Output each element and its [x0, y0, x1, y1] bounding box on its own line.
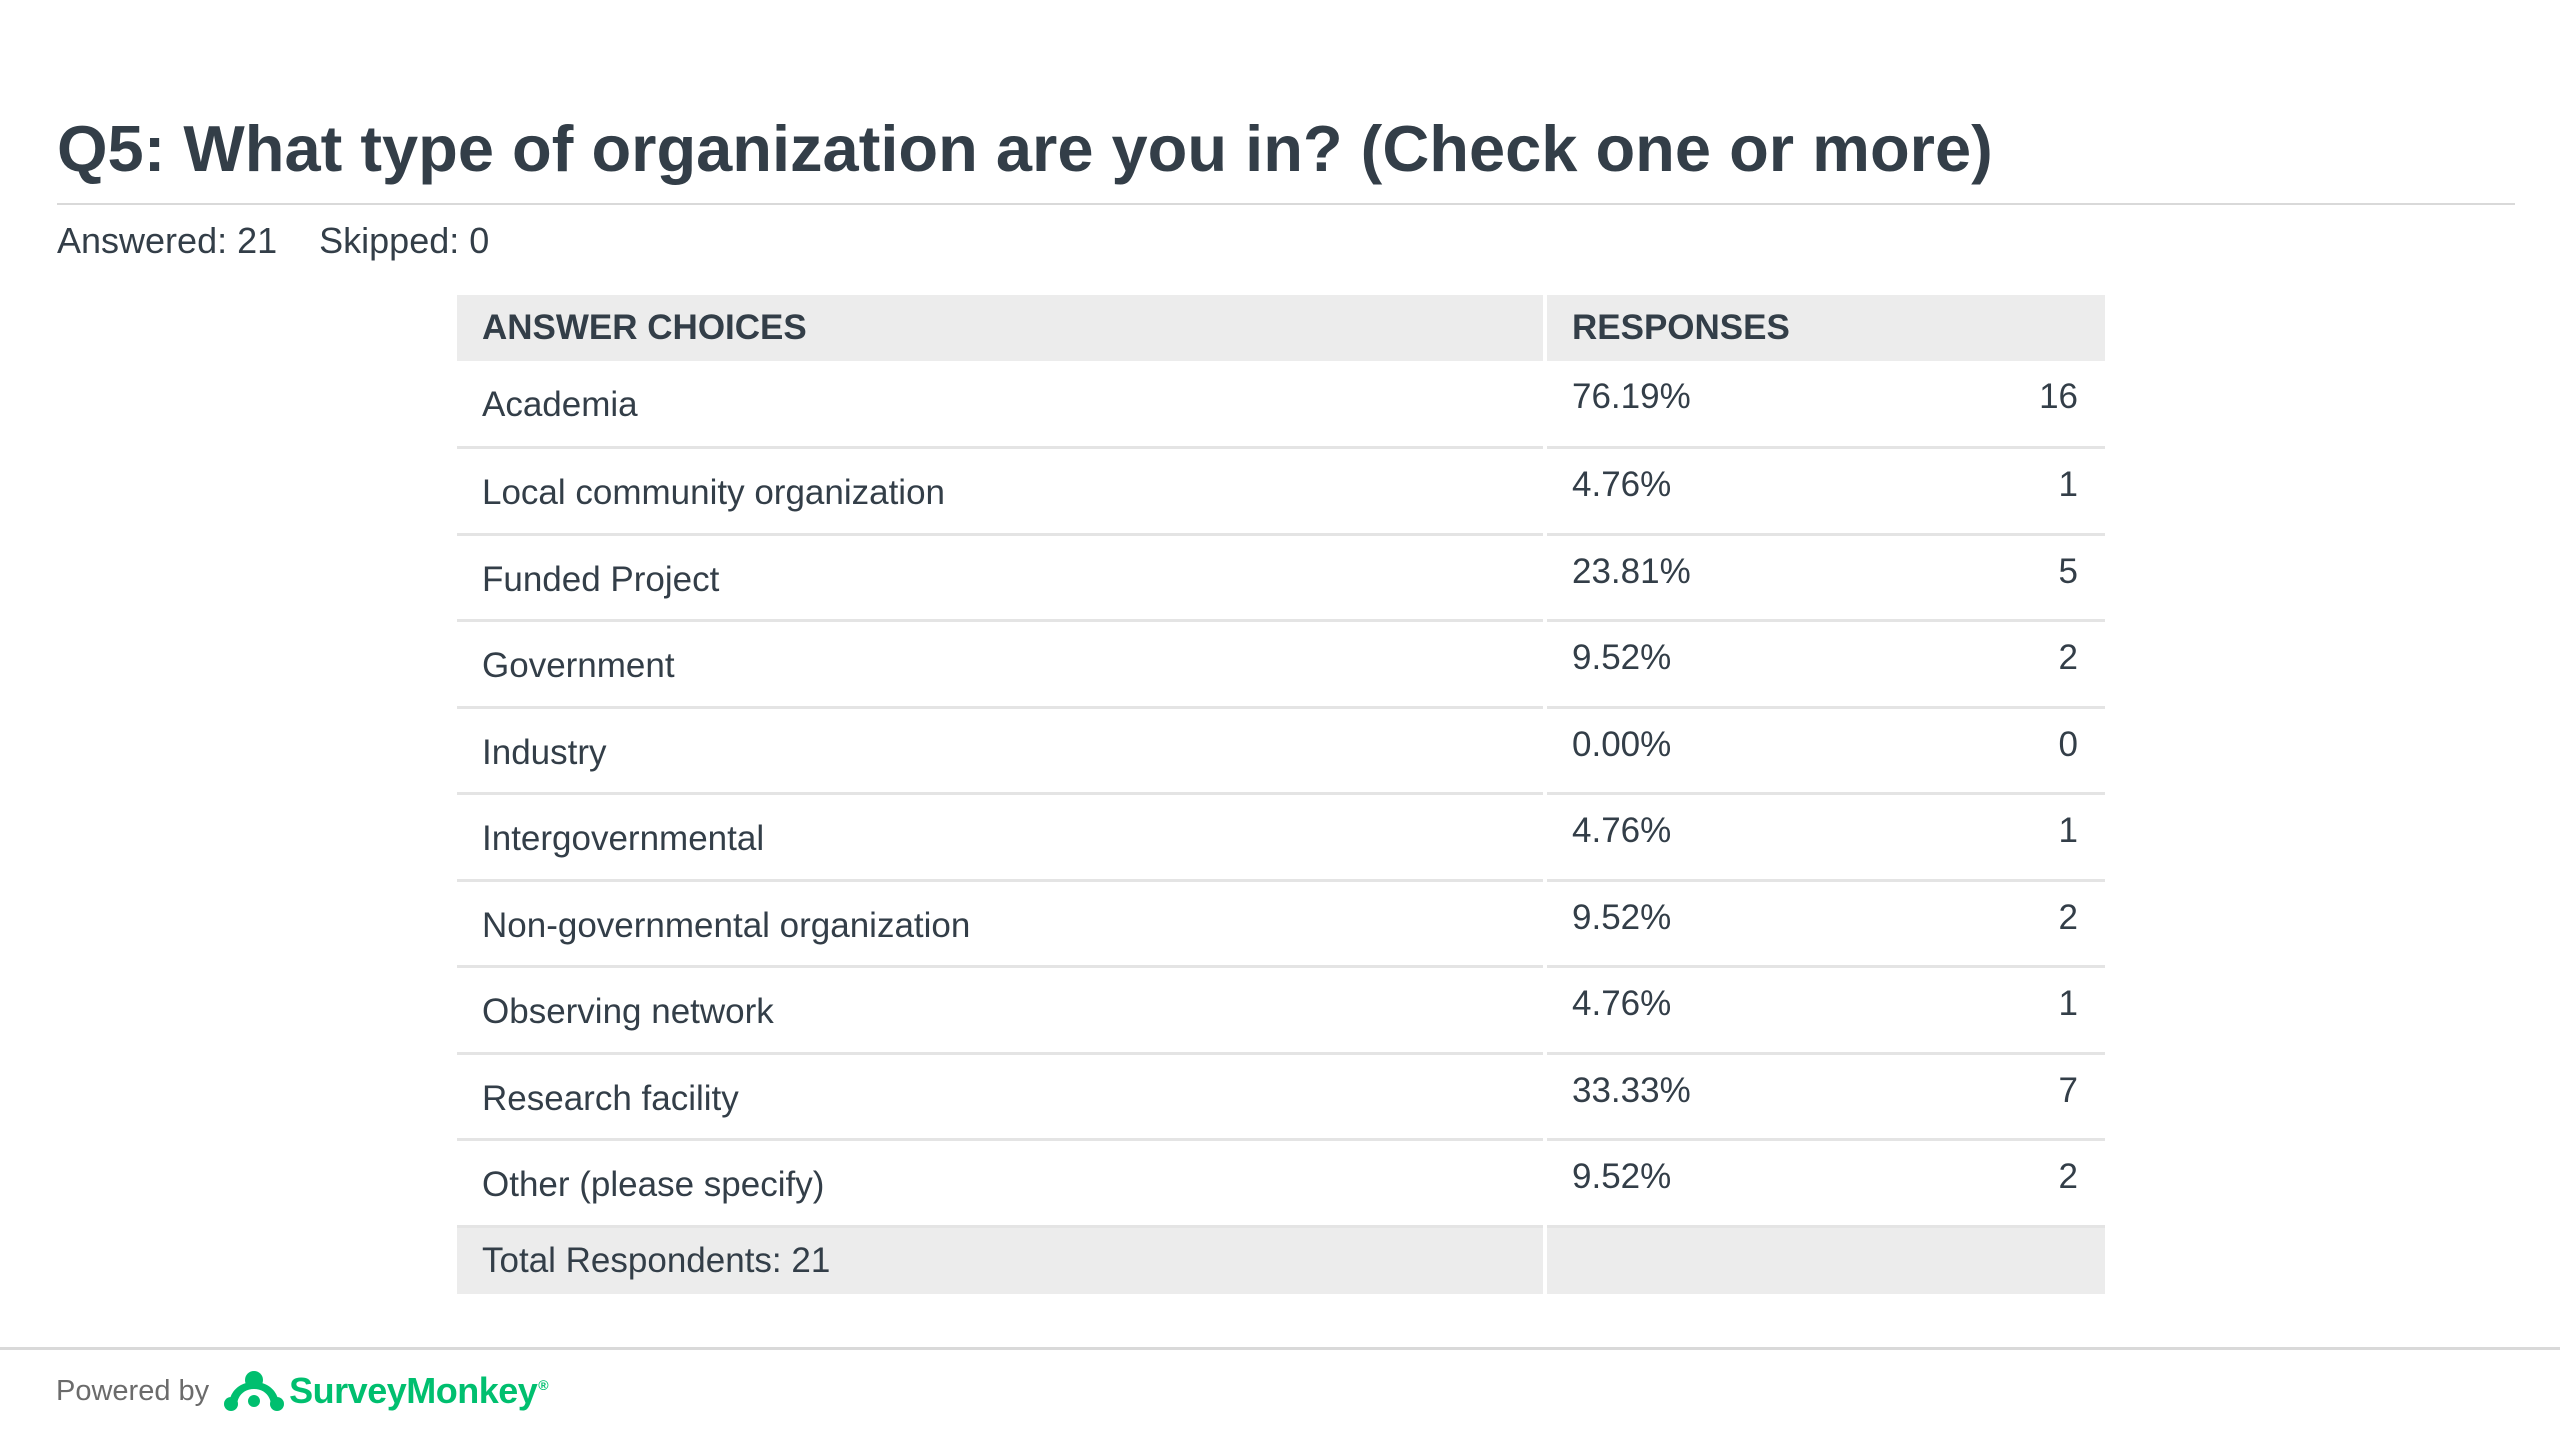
table-row: Intergovernmental 4.76% 1 — [457, 793, 2106, 882]
table-header-row: ANSWER CHOICES RESPONSES — [457, 295, 2106, 361]
response-count-cell: 0 — [1825, 707, 2106, 795]
answer-choice-cell: Industry — [457, 707, 1547, 795]
table-row: Academia 76.19% 16 — [457, 361, 2106, 449]
response-percent-cell: 4.76% — [1545, 447, 1825, 536]
response-percent-cell: 76.19% — [1545, 361, 1825, 449]
results-body: Academia 76.19% 16 Local community organiza… — [457, 361, 2106, 1228]
response-count-cell: 7 — [1825, 1053, 2106, 1141]
total-row: Total Respondents: 21 — [457, 1226, 2106, 1294]
response-count-cell: 2 — [1825, 1139, 2106, 1228]
answer-choices-header: ANSWER CHOICES — [457, 295, 1547, 361]
title-divider — [57, 203, 2515, 205]
answer-choice-cell: Government — [457, 620, 1547, 709]
surveymonkey-logo-icon — [224, 1371, 285, 1411]
footer-divider — [0, 1347, 2560, 1350]
response-percent-cell: 9.52% — [1545, 880, 1825, 968]
total-empty-cell — [1545, 1226, 2106, 1294]
response-percent-cell: 0.00% — [1545, 707, 1825, 795]
response-percent-cell: 33.33% — [1545, 1053, 1825, 1141]
table-row: Government 9.52% 2 — [457, 620, 2106, 709]
response-percent-cell: 9.52% — [1545, 1139, 1825, 1228]
response-count-cell: 2 — [1825, 880, 2106, 968]
footer: Powered by SurveyMonkey® — [56, 1368, 549, 1414]
skipped-count: Skipped: 0 — [319, 220, 490, 261]
response-count-cell: 16 — [1825, 361, 2106, 449]
total-respondents: Total Respondents: 21 — [457, 1226, 1547, 1294]
answer-choice-cell: Academia — [457, 361, 1547, 449]
answer-choice-cell: Research facility — [457, 1053, 1547, 1141]
table-row: Non-governmental organization 9.52% 2 — [457, 880, 2106, 968]
table-row: Local community organization 4.76% 1 — [457, 447, 2106, 536]
answer-choice-cell: Observing network — [457, 966, 1547, 1055]
answer-choice-cell: Funded Project — [457, 534, 1547, 622]
response-percent-cell: 4.76% — [1545, 793, 1825, 882]
answer-choice-cell: Other (please specify) — [457, 1139, 1547, 1228]
answer-choice-cell: Local community organization — [457, 447, 1547, 536]
answered-count: Answered: 21 — [57, 220, 278, 261]
surveymonkey-brand: SurveyMonkey® — [289, 1370, 549, 1411]
response-count-cell: 1 — [1825, 447, 2106, 536]
table-row: Research facility 33.33% 7 — [457, 1053, 2106, 1141]
response-percent-cell: 4.76% — [1545, 966, 1825, 1055]
response-count-cell: 1 — [1825, 966, 2106, 1055]
table-row: Funded Project 23.81% 5 — [457, 534, 2106, 622]
powered-by-label: Powered by — [56, 1374, 210, 1407]
question-title: Q5: What type of organization are you in… — [57, 112, 1993, 185]
responses-header: RESPONSES — [1545, 295, 2106, 361]
answer-choice-cell: Non-governmental organization — [457, 880, 1547, 968]
response-stats: Answered: 21 Skipped: 0 — [57, 220, 489, 262]
response-percent-cell: 9.52% — [1545, 620, 1825, 709]
table-row: Observing network 4.76% 1 — [457, 966, 2106, 1055]
table-row: Other (please specify) 9.52% 2 — [457, 1139, 2106, 1228]
response-count-cell: 1 — [1825, 793, 2106, 882]
answer-choice-cell: Intergovernmental — [457, 793, 1547, 882]
table-row: Industry 0.00% 0 — [457, 707, 2106, 795]
results-table: ANSWER CHOICES RESPONSES Academia 76.19% 1… — [457, 295, 2106, 1294]
response-count-cell: 5 — [1825, 534, 2106, 622]
response-percent-cell: 23.81% — [1545, 534, 1825, 622]
response-count-cell: 2 — [1825, 620, 2106, 709]
